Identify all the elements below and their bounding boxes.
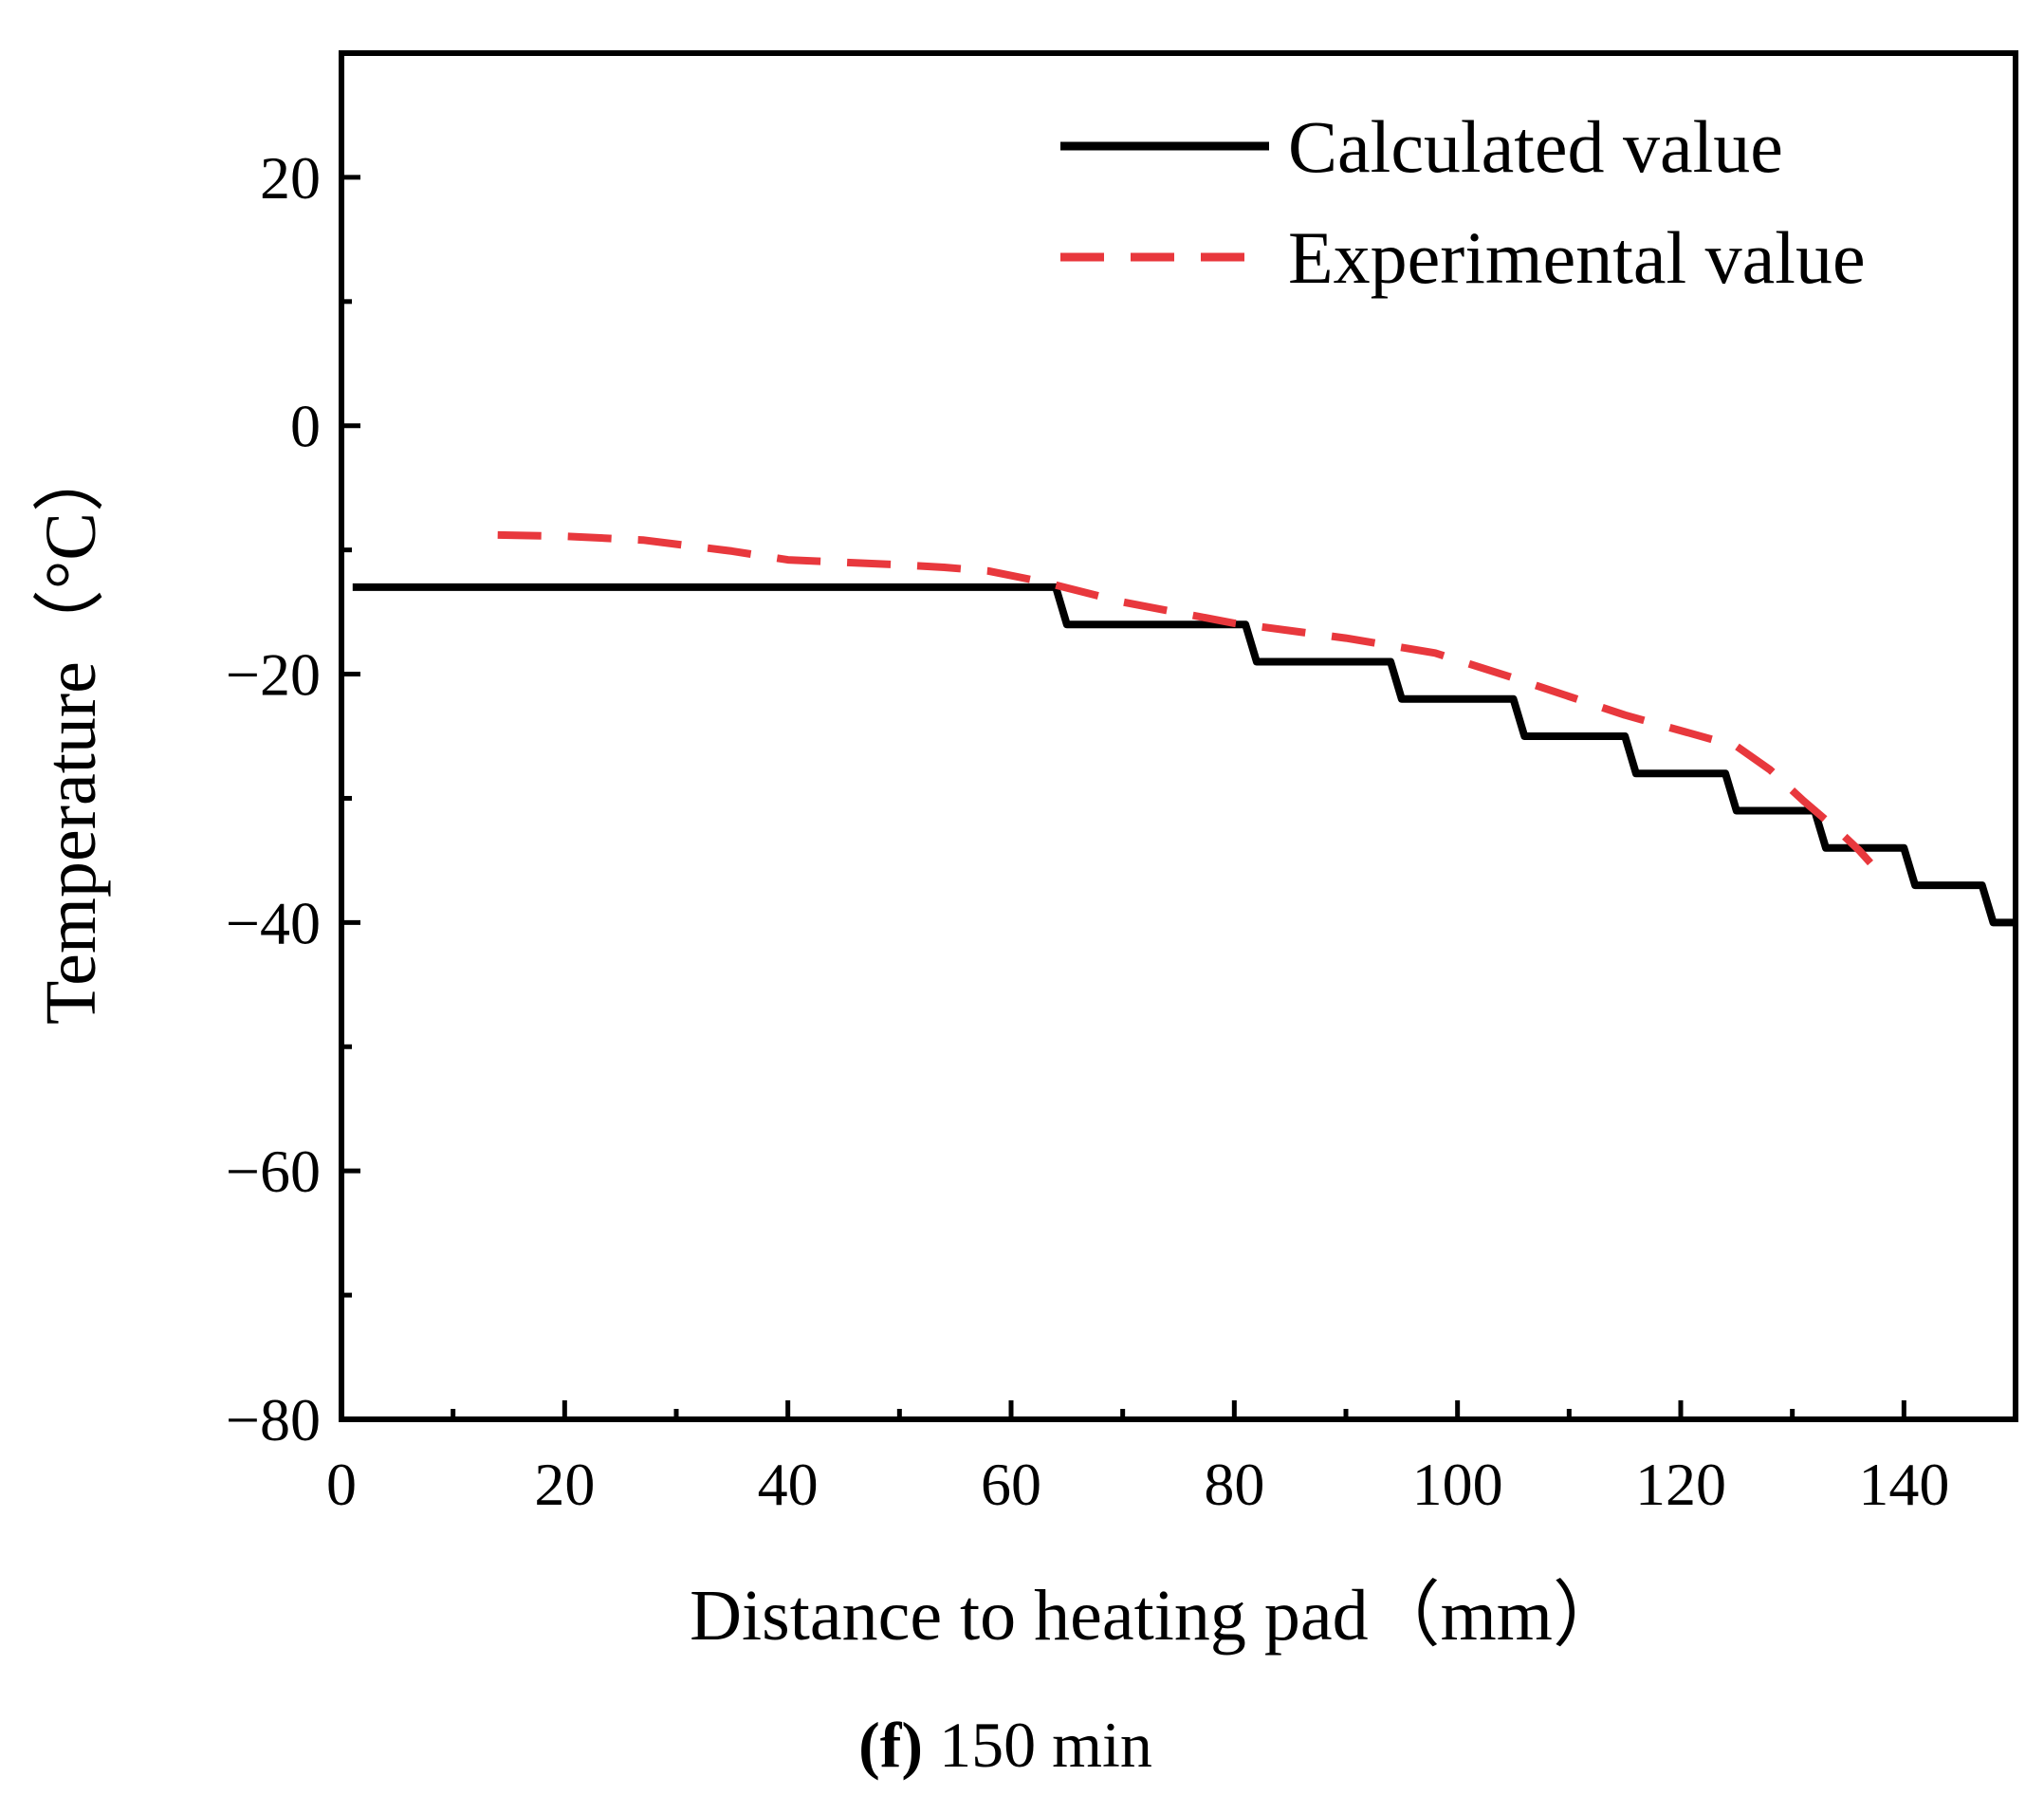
x-tick-label: 20: [534, 1451, 595, 1518]
x-tick-label: 120: [1635, 1451, 1726, 1518]
x-tick-label: 40: [758, 1451, 819, 1518]
caption-rest: 150 min: [923, 1709, 1152, 1781]
legend-label-calculated: Calculated value: [1288, 105, 1783, 188]
y-tick-label: 20: [260, 144, 321, 212]
legend: Calculated value Experimental value: [1060, 105, 1866, 299]
y-tick-label: −60: [226, 1138, 321, 1205]
figure-caption: (f) 150 min: [858, 1709, 1152, 1781]
x-tick-label: 60: [981, 1451, 1041, 1518]
series-line-calculated: [352, 583, 2016, 927]
y-axis-title: Temperature（°C）: [31, 440, 111, 1025]
legend-label-experimental: Experimental value: [1288, 216, 1866, 299]
x-tick-label: 100: [1412, 1451, 1503, 1518]
x-axis-title: Distance to heating pad（mm）: [690, 1576, 1625, 1656]
x-tick-label: 140: [1858, 1451, 1949, 1518]
x-tick-label: 0: [326, 1451, 357, 1518]
caption-prefix: (f): [858, 1709, 923, 1781]
x-tick-label: 80: [1204, 1451, 1264, 1518]
y-tick-label: −20: [226, 641, 321, 709]
series-layer: [352, 530, 2016, 927]
y-tick-label: −40: [226, 889, 321, 956]
plot-frame: [339, 50, 2018, 1422]
axis-ticks: 0 20 40 60 80 100 120 140 −80 −60 −40 −20 0 20: [226, 144, 1949, 1518]
y-tick-label: 0: [290, 393, 321, 460]
series-line-experimental: [497, 530, 1873, 866]
y-tick-label: −80: [226, 1386, 321, 1453]
